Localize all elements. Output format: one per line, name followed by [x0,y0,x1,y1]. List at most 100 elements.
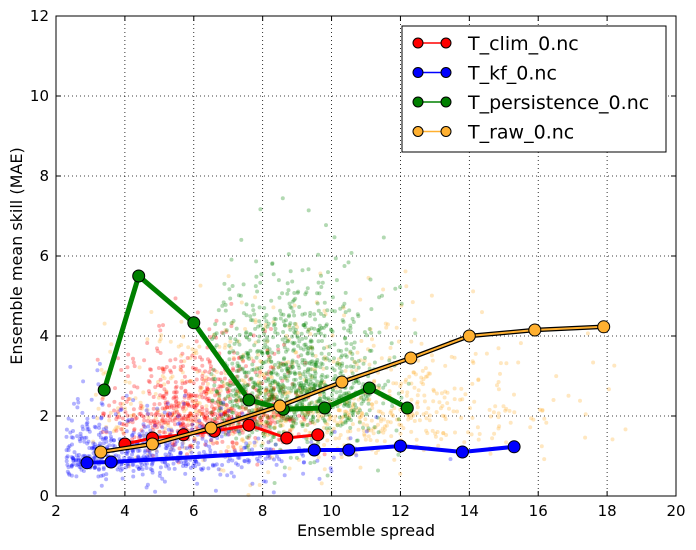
scatter-point [229,406,234,411]
scatter-point [269,298,274,303]
scatter-point [124,429,129,434]
scatter-point [398,431,403,436]
scatter-point [108,434,113,439]
scatter-point [377,383,381,388]
scatter-point [351,408,356,413]
scatter-point [300,385,305,390]
scatter-point [158,383,163,388]
scatter-point [421,377,426,382]
scatter-point [315,458,320,463]
scatter-point [200,434,205,439]
scatter-point [236,363,241,368]
scatter-point [236,394,241,399]
scatter-point [100,397,105,402]
scatter-point [233,392,238,397]
scatter-point [358,358,363,363]
scatter-point [496,387,501,392]
scatter-point [164,365,169,369]
scatter-point [411,370,416,375]
scatter-point [460,397,465,402]
scatter-point [215,387,220,391]
scatter-point [220,402,225,407]
scatter-point [435,430,440,434]
scatter-point [138,465,143,470]
scatter-point [300,386,305,391]
scatter-point [292,303,297,308]
scatter-point [127,419,132,424]
scatter-point [285,394,290,399]
scatter-point [316,252,321,257]
series-marker [311,428,325,442]
scatter-point [197,344,202,349]
scatter-point [255,381,260,386]
scatter-point [279,387,284,392]
scatter-point [230,458,235,463]
scatter-point [149,462,154,467]
scatter-point [234,436,239,441]
scatter-point [268,396,273,401]
scatter-point [292,313,297,318]
scatter-point [234,411,239,416]
scatter-point [204,439,208,444]
scatter-point [287,324,292,329]
scatter-point [347,401,352,406]
scatter-point [319,311,323,316]
scatter-point [197,418,202,423]
scatter-point [99,367,104,372]
scatter-point [229,429,234,434]
scatter-point [75,405,80,410]
scatter-point [161,420,166,425]
scatter-point [194,459,198,464]
scatter-point [220,330,224,335]
scatter-point [188,465,193,470]
x-tick-label: 14 [460,502,479,520]
scatter-point [226,394,231,399]
scatter-point [130,452,134,457]
scatter-point [195,481,200,486]
scatter-point [316,414,321,419]
scatter-point [230,399,235,404]
scatter-point [197,451,202,456]
scatter-point [239,300,244,305]
scatter-point [206,390,211,395]
scatter-point [226,390,231,395]
scatter-point [200,374,205,378]
scatter-point [292,383,297,388]
scatter-point [362,358,367,363]
scatter-point [300,422,305,427]
scatter-point [267,397,272,402]
scatter-point [331,388,336,393]
series-line-1 [80,439,521,470]
scatter-point [349,251,354,255]
scatter-point [102,411,107,416]
scatter-point [146,452,151,457]
scatter-point [297,305,302,309]
scatter-point [188,443,193,448]
scatter-point [90,446,95,451]
legend-marker [440,67,452,78]
scatter-point [270,393,275,398]
scatter-point [210,410,215,415]
scatter-point [140,429,145,434]
scatter-point [203,395,208,400]
scatter-point [79,467,84,472]
scatter-point [145,454,149,459]
scatter-point [484,351,489,356]
scatter-point [262,315,267,320]
scatter-point [359,395,364,400]
scatter-point [377,295,382,300]
scatter-point [149,367,153,372]
scatter-point [434,391,439,396]
scatter-point [337,415,342,420]
scatter-point [328,466,333,471]
scatter-point [131,356,135,361]
scatter-point [162,382,167,387]
scatter-point [209,410,214,415]
scatter-point [346,328,351,333]
scatter-point [183,471,188,476]
scatter-point [188,414,193,419]
scatter-point [554,374,559,379]
scatter-point [239,356,244,361]
scatter-point [304,345,309,349]
scatter-point [259,272,264,277]
